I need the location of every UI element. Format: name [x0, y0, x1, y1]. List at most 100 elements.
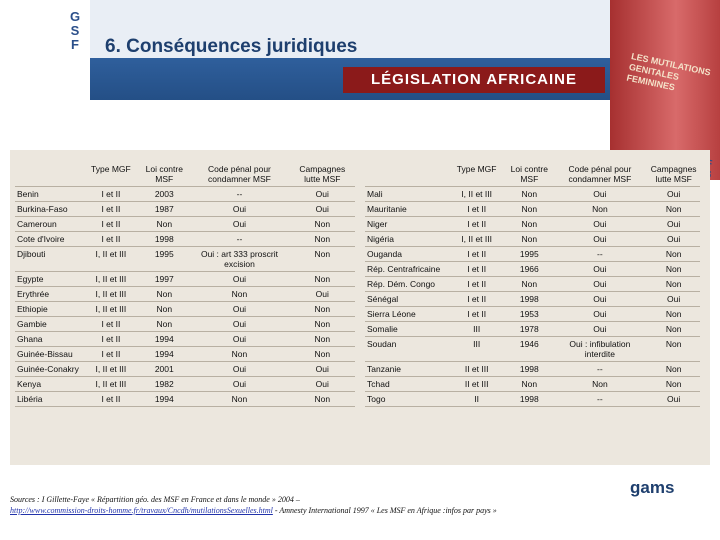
cell: I et II	[447, 201, 507, 217]
cell: Non	[289, 391, 355, 407]
cell: Non	[139, 286, 190, 302]
row: Cote d'Ivoire I et II 1998 -- Non	[15, 231, 355, 247]
cell: I, II et III	[82, 301, 140, 317]
cell: Non	[139, 316, 190, 332]
cell: Oui	[647, 391, 700, 407]
logo-letter: F	[71, 37, 79, 52]
cell: Oui	[552, 186, 648, 202]
cell: I, II et III	[82, 246, 140, 272]
source-text: Sources : I Gillette-Faye « Répartition …	[10, 495, 300, 504]
country-cell: Mali	[365, 186, 448, 202]
country-cell: Niger	[365, 216, 448, 232]
cell: Oui	[189, 201, 290, 217]
cell: I et II	[447, 306, 507, 322]
cell: 1997	[139, 271, 190, 287]
cell: I et II	[82, 216, 140, 232]
cell: Non	[506, 276, 553, 292]
cell: 2001	[139, 361, 190, 377]
cell: 1994	[139, 331, 190, 347]
cell: Oui	[289, 376, 355, 392]
country-cell: Benin	[15, 186, 83, 202]
country-cell: Nigéria	[365, 231, 448, 247]
country-cell: Soudan	[365, 336, 448, 362]
cell: Non	[289, 316, 355, 332]
cell: I et II	[82, 231, 140, 247]
table: Type MGF Loi contre MSF Code pénal pour co…	[15, 162, 355, 407]
cell: Oui	[552, 306, 648, 322]
header-row: Type MGF Loi contre MSF Code pénal pour co…	[15, 162, 355, 187]
cell: Oui	[189, 331, 290, 347]
row: Nigéria I, II et III Non Oui Oui	[365, 231, 700, 247]
row: Ethiopie I, II et III Non Oui Non	[15, 301, 355, 317]
cell: I, II et III	[82, 271, 140, 287]
cell: I et II	[447, 276, 507, 292]
cell: Non	[289, 346, 355, 362]
row: Djibouti I, II et III 1995 Oui : art 333 pr…	[15, 246, 355, 272]
cell: Non	[552, 201, 648, 217]
country-cell: Cote d'Ivoire	[15, 231, 83, 247]
cell: --	[552, 361, 648, 377]
cell: Oui	[189, 376, 290, 392]
cell: I, II et III	[447, 231, 507, 247]
cell: Oui	[289, 186, 355, 202]
cell: 1946	[506, 336, 553, 362]
row: Egypte I, II et III 1997 Oui Non	[15, 271, 355, 287]
title: 6. Conséquences juridiques	[105, 36, 358, 57]
row: Guinée-Conakry I, II et III 2001 Oui Oui	[15, 361, 355, 377]
cell: Oui	[189, 271, 290, 287]
cell: Non	[647, 321, 700, 337]
cell: II et III	[447, 376, 507, 392]
cell: Non	[289, 271, 355, 287]
cell: Oui	[552, 291, 648, 307]
cell: Non	[189, 391, 290, 407]
cell: Non	[506, 231, 553, 247]
cell: I et II	[82, 201, 140, 217]
cell: I et II	[447, 291, 507, 307]
subtitle: LÉGISLATION AFRICAINE	[343, 67, 605, 93]
cell: I et II	[447, 246, 507, 262]
cell: 1982	[139, 376, 190, 392]
logo-letter: G	[69, 9, 81, 24]
column-header: Campagnes lutte MSF	[647, 162, 700, 187]
row: Tchad II et III Non Non Non	[365, 376, 700, 392]
row: Ghana I et II 1994 Oui Non	[15, 331, 355, 347]
cell: Non	[289, 301, 355, 317]
row: Guinée-Bissau I et II 1994 Non Non	[15, 346, 355, 362]
cell: 1998	[506, 361, 553, 377]
cell: Non	[289, 231, 355, 247]
country-cell: Somalie	[365, 321, 448, 337]
cell: III	[447, 321, 507, 337]
source-link[interactable]: http://www.commission-droits-homme.fr/tr…	[10, 506, 273, 515]
cell: Oui : infibulation interdite	[552, 336, 648, 362]
column-header: Loi contre MSF	[506, 162, 553, 187]
row: Mali I, II et III Non Oui Oui	[365, 186, 700, 202]
cell: Non	[506, 201, 553, 217]
country-cell: Rép. Centrafricaine	[365, 261, 448, 277]
cell: Non	[189, 286, 290, 302]
country-cell: Sierra Léone	[365, 306, 448, 322]
cell: Oui	[647, 231, 700, 247]
cell: 1987	[139, 201, 190, 217]
country-cell: Cameroun	[15, 216, 83, 232]
header-row: Type MGF Loi contre MSF Code pénal pour co…	[365, 162, 700, 187]
column-header: Campagnes lutte MSF	[289, 162, 355, 187]
country-cell: Sénégal	[365, 291, 448, 307]
cell: Oui	[189, 361, 290, 377]
cell: Oui	[552, 231, 648, 247]
cell: 1966	[506, 261, 553, 277]
cell: Non	[647, 376, 700, 392]
cell: Oui	[289, 201, 355, 217]
cell: Non	[647, 276, 700, 292]
country-cell: Djibouti	[15, 246, 83, 272]
cell: --	[552, 246, 648, 262]
cell: Non	[289, 216, 355, 232]
row: Libéria I et II 1994 Non Non	[15, 391, 355, 407]
cell: 1953	[506, 306, 553, 322]
cell: Oui	[289, 286, 355, 302]
cell: I et II	[447, 261, 507, 277]
row: Cameroun I et II Non Oui Non	[15, 216, 355, 232]
cell: II	[447, 391, 507, 407]
country-cell: Guinée-Conakry	[15, 361, 83, 377]
country-cell: Egypte	[15, 271, 83, 287]
country-cell: Guinée-Bissau	[15, 346, 83, 362]
